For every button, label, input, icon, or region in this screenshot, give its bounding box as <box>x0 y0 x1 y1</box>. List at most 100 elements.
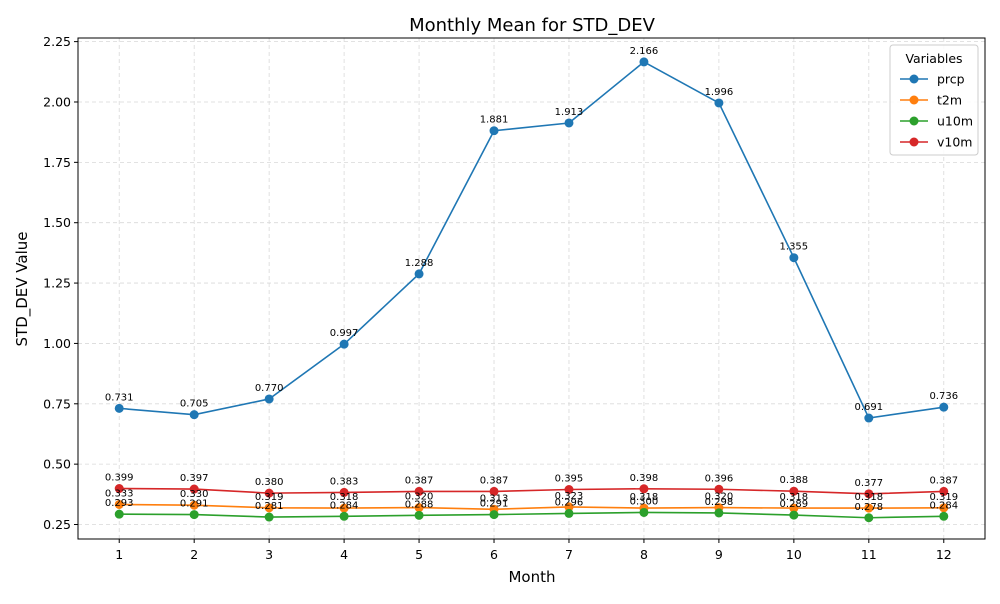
y-tick-label: 1.50 <box>43 215 71 230</box>
data-point-u10m <box>864 513 874 523</box>
data-label-v10m: 0.387 <box>405 475 434 486</box>
y-axis-label: STD_DEV Value <box>13 232 32 347</box>
data-label-t2m: 0.319 <box>255 492 284 503</box>
data-label-t2m: 0.318 <box>780 492 809 503</box>
data-label-v10m: 0.387 <box>929 475 958 486</box>
series-line-u10m <box>119 511 944 519</box>
x-tick-label: 6 <box>490 547 498 562</box>
data-point-prcp <box>339 339 349 349</box>
data-point-t2m <box>564 502 574 512</box>
y-tick-label: 1.75 <box>43 155 71 170</box>
data-label-prcp: 0.770 <box>255 383 284 394</box>
data-point-t2m <box>414 503 424 513</box>
data-label-u10m: 0.284 <box>330 500 359 511</box>
data-point-u10m <box>939 511 949 521</box>
data-label-v10m: 0.396 <box>705 473 734 484</box>
y-tick-label: 2.25 <box>43 34 71 49</box>
data-point-u10m <box>489 510 499 520</box>
x-tick-label: 5 <box>415 547 423 562</box>
series-line-prcp <box>119 60 944 419</box>
data-point-prcp <box>414 269 424 279</box>
legend-marker-t2m <box>909 95 919 105</box>
data-point-prcp <box>114 403 124 413</box>
x-tick-label: 1 <box>115 547 123 562</box>
legend: Variables prcp t2m u10m v10m <box>889 44 979 156</box>
data-label-prcp: 2.166 <box>630 46 659 57</box>
data-point-prcp <box>639 57 649 67</box>
data-point-prcp <box>714 98 724 108</box>
data-point-t2m <box>789 503 799 513</box>
data-point-prcp <box>564 118 574 128</box>
data-point-u10m <box>414 510 424 520</box>
data-label-u10m: 0.284 <box>929 500 958 511</box>
data-point-t2m <box>864 503 874 513</box>
legend-marker-v10m <box>909 137 919 147</box>
data-point-v10m <box>114 484 124 494</box>
data-label-u10m: 0.288 <box>405 499 434 510</box>
axis-ticks: 0.250.500.751.001.251.501.752.002.251 2 3 4… <box>43 34 952 562</box>
legend-marker-prcp <box>909 74 919 84</box>
data-point-u10m <box>789 510 799 520</box>
plot-frame <box>77 37 986 540</box>
grid-lines <box>78 38 985 539</box>
x-tick-label: 4 <box>340 547 348 562</box>
data-point-t2m <box>939 503 949 513</box>
legend-marker-u10m <box>909 116 919 126</box>
data-label-v10m: 0.397 <box>180 473 209 484</box>
data-point-u10m <box>114 509 124 519</box>
data-label-u10m: 0.296 <box>555 497 584 508</box>
legend-label-v10m: v10m <box>937 135 972 150</box>
data-point-prcp <box>489 126 499 136</box>
series-line-v10m <box>119 487 944 495</box>
data-point-t2m <box>114 499 124 509</box>
data-label-t2m: 0.319 <box>929 492 958 503</box>
legend-label-t2m: t2m <box>937 93 962 108</box>
data-point-v10m <box>564 485 574 495</box>
data-label-prcp: 0.705 <box>180 399 209 410</box>
data-label-v10m: 0.399 <box>105 473 134 484</box>
y-tick-label: 0.25 <box>43 517 71 532</box>
data-point-v10m <box>639 484 649 494</box>
x-tick-label: 9 <box>715 547 723 562</box>
data-label-t2m: 0.318 <box>330 492 359 503</box>
x-tick-label: 7 <box>565 547 573 562</box>
data-label-prcp: 1.288 <box>405 258 434 269</box>
x-tick-label: 2 <box>190 547 198 562</box>
data-label-v10m: 0.388 <box>780 475 809 486</box>
data-label-u10m: 0.293 <box>105 498 134 509</box>
data-label-t2m: 0.320 <box>405 492 434 503</box>
x-axis-label: Month <box>508 568 555 586</box>
data-label-v10m: 0.380 <box>255 477 284 488</box>
data-point-t2m <box>189 500 199 510</box>
data-point-v10m <box>864 489 874 499</box>
data-point-v10m <box>489 486 499 496</box>
data-label-prcp: 1.996 <box>705 87 734 98</box>
data-label-prcp: 0.997 <box>330 328 359 339</box>
data-point-t2m <box>264 503 274 513</box>
data-label-v10m: 0.387 <box>480 475 509 486</box>
data-point-v10m <box>789 486 799 496</box>
data-label-v10m: 0.395 <box>555 474 584 485</box>
data-label-u10m: 0.291 <box>180 499 209 510</box>
x-tick-label: 12 <box>936 547 952 562</box>
data-point-v10m <box>189 484 199 494</box>
data-point-v10m <box>714 484 724 494</box>
data-label-t2m: 0.333 <box>105 488 134 499</box>
data-label-t2m: 0.323 <box>555 491 584 502</box>
data-label-t2m: 0.320 <box>705 492 734 503</box>
data-label-u10m: 0.291 <box>480 499 509 510</box>
data-label-v10m: 0.377 <box>854 478 883 489</box>
data-label-prcp: 1.881 <box>480 115 509 126</box>
data-point-prcp <box>264 394 274 404</box>
y-tick-label: 0.75 <box>43 396 71 411</box>
y-tick-label: 1.00 <box>43 336 71 351</box>
y-tick-label: 2.00 <box>43 94 71 109</box>
data-point-v10m <box>339 487 349 497</box>
data-labels: 0.731 0.705 0.770 0.997 1.288 1.881 1.913 2.166… <box>105 46 958 513</box>
data-point-prcp <box>939 402 949 412</box>
data-label-t2m: 0.313 <box>480 493 509 504</box>
data-label-prcp: 1.355 <box>780 242 809 253</box>
series-lines <box>114 57 949 523</box>
